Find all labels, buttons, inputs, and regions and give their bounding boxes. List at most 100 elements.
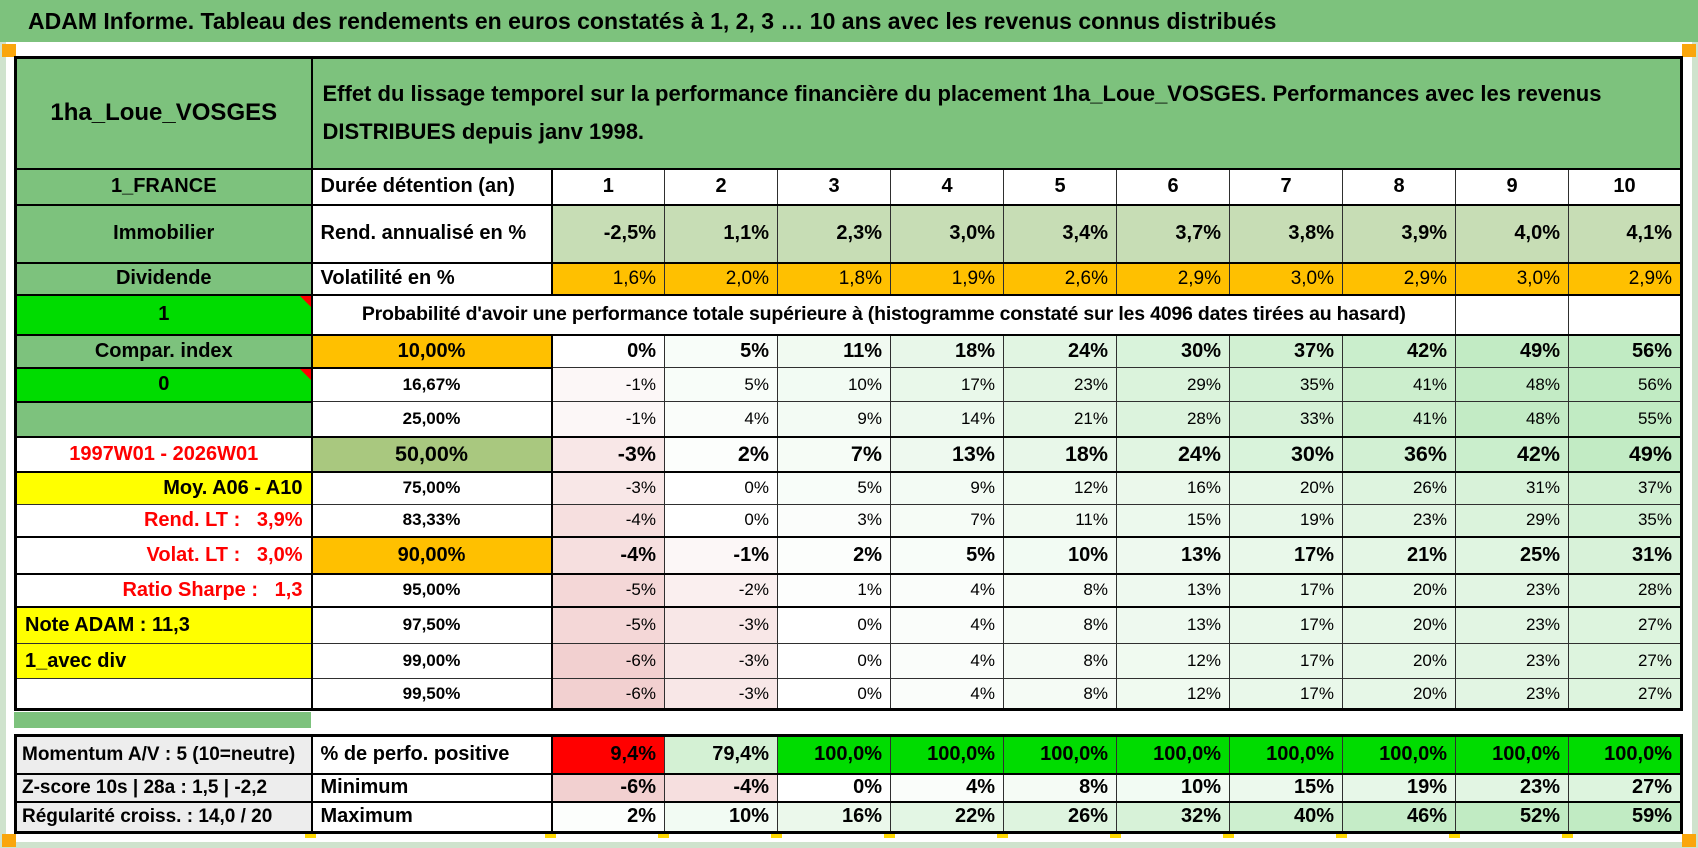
threshold-cell[interactable]: 25,00% (311, 401, 553, 438)
value-cell[interactable]: 17% (1229, 536, 1343, 575)
value-cell[interactable]: 10% (1116, 773, 1230, 803)
value-cell[interactable]: 10% (1003, 536, 1117, 575)
threshold-cell[interactable]: 99,00% (311, 643, 553, 679)
value-cell[interactable]: 3,0% (1229, 262, 1343, 296)
value-cell[interactable]: 20% (1229, 471, 1343, 505)
value-cell[interactable]: 46% (1342, 801, 1456, 833)
value-cell[interactable]: 13% (890, 436, 1004, 473)
value-cell[interactable]: 100,0% (777, 735, 891, 775)
row-label-cell[interactable]: Régularité croiss. : 14,0 / 20 (15, 801, 313, 833)
value-cell[interactable]: -1% (551, 367, 665, 402)
value-cell[interactable]: 100,0% (1342, 735, 1456, 775)
year-column-header[interactable]: 3 (777, 168, 891, 206)
value-cell[interactable]: 2% (664, 436, 778, 473)
value-cell[interactable]: 29% (1116, 367, 1230, 402)
value-cell[interactable]: 23% (1455, 643, 1569, 679)
probability-header-cell[interactable]: Probabilité d'avoir une performance tota… (311, 294, 1456, 336)
row-label-cell[interactable]: Rend. LT : 3,9% (15, 504, 313, 538)
threshold-cell[interactable]: 50,00% (311, 436, 553, 473)
duration-header-cell[interactable]: Durée détention (an) (311, 168, 553, 206)
value-cell[interactable]: 29% (1455, 504, 1569, 538)
value-cell[interactable]: 20% (1342, 573, 1456, 608)
value-cell[interactable]: 48% (1455, 401, 1569, 438)
value-cell[interactable]: 35% (1229, 367, 1343, 402)
value-cell[interactable]: 23% (1003, 367, 1117, 402)
value-cell[interactable]: 36% (1342, 436, 1456, 473)
value-cell[interactable]: 31% (1455, 471, 1569, 505)
value-cell[interactable]: 26% (1342, 471, 1456, 505)
description-cell[interactable]: Effet du lissage temporel sur la perform… (311, 57, 1682, 170)
value-cell[interactable]: 5% (664, 367, 778, 402)
value-cell[interactable]: 49% (1455, 334, 1569, 368)
value-cell[interactable]: 56% (1568, 334, 1682, 368)
value-cell[interactable]: 19% (1229, 504, 1343, 538)
value-cell[interactable]: 3,0% (890, 204, 1004, 264)
value-cell[interactable]: 3,0% (1455, 262, 1569, 296)
value-cell[interactable]: 4,0% (1455, 204, 1569, 264)
value-cell[interactable]: 27% (1568, 678, 1682, 710)
value-cell[interactable]: 21% (1003, 401, 1117, 438)
value-cell[interactable]: 7% (890, 504, 1004, 538)
value-cell[interactable]: 9% (890, 471, 1004, 505)
value-cell[interactable]: -6% (551, 643, 665, 679)
threshold-cell[interactable]: 95,00% (311, 573, 553, 608)
value-cell[interactable]: -3% (664, 606, 778, 644)
value-cell[interactable]: 26% (1003, 801, 1117, 833)
value-cell[interactable]: 1,9% (890, 262, 1004, 296)
value-cell[interactable]: 12% (1003, 471, 1117, 505)
value-cell[interactable]: 20% (1342, 606, 1456, 644)
value-cell[interactable]: 48% (1455, 367, 1569, 402)
value-cell[interactable]: 3,9% (1342, 204, 1456, 264)
value-cell[interactable]: 3,7% (1116, 204, 1230, 264)
value-cell[interactable]: 30% (1116, 334, 1230, 368)
year-column-header[interactable]: 10 (1568, 168, 1682, 206)
value-cell[interactable]: 100,0% (1568, 735, 1682, 775)
value-cell[interactable]: 4% (890, 773, 1004, 803)
value-cell[interactable]: 11% (777, 334, 891, 368)
value-cell[interactable]: 4% (890, 573, 1004, 608)
value-cell[interactable]: 4% (890, 678, 1004, 710)
value-cell[interactable]: 23% (1455, 678, 1569, 710)
value-cell[interactable]: 8% (1003, 643, 1117, 679)
row-label-cell[interactable] (15, 678, 313, 710)
year-column-header[interactable]: 9 (1455, 168, 1569, 206)
value-cell[interactable]: 42% (1455, 436, 1569, 473)
empty-cell[interactable] (1568, 294, 1682, 336)
value-cell[interactable]: 15% (1229, 773, 1343, 803)
year-column-header[interactable]: 8 (1342, 168, 1456, 206)
value-cell[interactable]: 33% (1229, 401, 1343, 438)
value-cell[interactable]: 2,6% (1003, 262, 1117, 296)
value-cell[interactable]: 100,0% (890, 735, 1004, 775)
year-column-header[interactable]: 7 (1229, 168, 1343, 206)
value-cell[interactable]: 0% (777, 678, 891, 710)
value-cell[interactable]: 12% (1116, 678, 1230, 710)
row-label-cell[interactable]: 1_FRANCE (15, 168, 313, 206)
value-cell[interactable]: 2,0% (664, 262, 778, 296)
value-cell[interactable]: 8% (1003, 678, 1117, 710)
row-label-cell[interactable]: Volat. LT : 3,0% (15, 536, 313, 575)
value-cell[interactable]: 4,1% (1568, 204, 1682, 264)
row-label-cell[interactable]: Moy. A06 - A10 (15, 471, 313, 505)
row-label-cell[interactable]: 1997W01 - 2026W01 (15, 436, 313, 473)
value-cell[interactable]: 100,0% (1229, 735, 1343, 775)
value-cell[interactable]: 0% (777, 643, 891, 679)
value-cell[interactable]: -3% (664, 643, 778, 679)
value-cell[interactable]: 25% (1455, 536, 1569, 575)
row-label-cell[interactable]: Dividende (15, 262, 313, 296)
value-cell[interactable]: 41% (1342, 401, 1456, 438)
value-cell[interactable]: -4% (664, 773, 778, 803)
value-cell[interactable]: 20% (1342, 643, 1456, 679)
value-cell[interactable]: 0% (777, 606, 891, 644)
row-label-cell[interactable]: Momentum A/V : 5 (10=neutre) (15, 735, 313, 775)
value-cell[interactable]: 59% (1568, 801, 1682, 833)
value-cell[interactable]: -3% (664, 678, 778, 710)
value-cell[interactable]: -4% (551, 504, 665, 538)
value-cell[interactable]: 5% (664, 334, 778, 368)
row-label-cell[interactable]: Minimum (311, 773, 553, 803)
row-label-cell[interactable]: Ratio Sharpe : 1,3 (15, 573, 313, 608)
value-cell[interactable]: 35% (1568, 504, 1682, 538)
value-cell[interactable]: 12% (1116, 643, 1230, 679)
value-cell[interactable]: 16% (1116, 471, 1230, 505)
value-cell[interactable]: 2% (551, 801, 665, 833)
value-cell[interactable]: 2,9% (1116, 262, 1230, 296)
